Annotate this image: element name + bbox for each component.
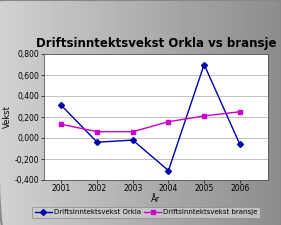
Driftsinntektsvekst bransje: [131, 130, 134, 133]
Title: Driftsinntektsvekst Orkla vs bransje: Driftsinntektsvekst Orkla vs bransje: [36, 37, 276, 50]
Legend: Driftsinntektsvekst Orkla, Driftsinntektsvekst bransje: Driftsinntektsvekst Orkla, Driftsinntekt…: [32, 207, 260, 218]
Driftsinntektsvekst Orkla: [238, 143, 241, 146]
Driftsinntektsvekst Orkla: [95, 141, 99, 144]
Driftsinntektsvekst bransje: [60, 123, 63, 126]
Line: Driftsinntektsvekst Orkla: Driftsinntektsvekst Orkla: [59, 62, 242, 173]
Driftsinntektsvekst Orkla: [131, 139, 134, 142]
X-axis label: År: År: [151, 195, 160, 204]
Driftsinntektsvekst bransje: [95, 130, 99, 133]
Driftsinntektsvekst Orkla: [202, 63, 206, 66]
Y-axis label: Vekst: Vekst: [3, 106, 12, 128]
Driftsinntektsvekst Orkla: [167, 169, 170, 172]
Driftsinntektsvekst bransje: [202, 115, 206, 117]
Line: Driftsinntektsvekst bransje: Driftsinntektsvekst bransje: [59, 110, 242, 134]
Driftsinntektsvekst bransje: [167, 120, 170, 123]
Driftsinntektsvekst bransje: [238, 110, 241, 113]
Driftsinntektsvekst Orkla: [60, 104, 63, 107]
